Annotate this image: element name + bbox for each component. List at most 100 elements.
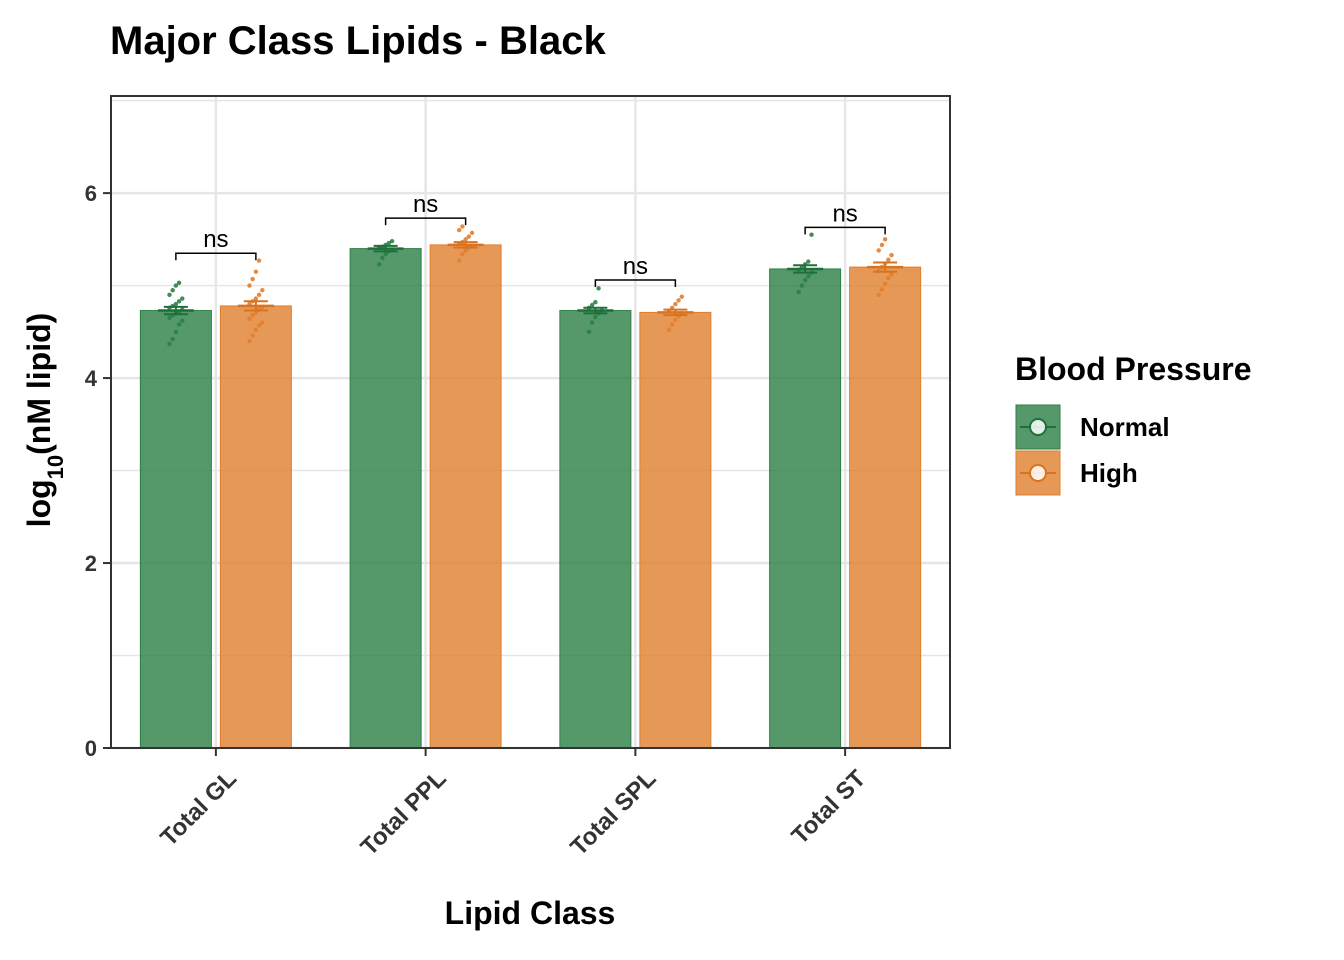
legend-label-high: High bbox=[1080, 458, 1138, 488]
data-point bbox=[666, 327, 672, 333]
data-point bbox=[463, 248, 468, 253]
data-point bbox=[589, 320, 595, 325]
data-point bbox=[260, 320, 265, 325]
data-point bbox=[256, 292, 262, 298]
data-point bbox=[460, 251, 465, 257]
data-point bbox=[586, 329, 592, 335]
data-point bbox=[247, 338, 252, 344]
data-point bbox=[876, 292, 881, 298]
y-tick-label: 4 bbox=[85, 366, 98, 391]
data-point bbox=[596, 286, 601, 291]
data-point bbox=[173, 301, 179, 307]
significance-bracket bbox=[594, 279, 677, 288]
y-tick-label: 0 bbox=[85, 736, 97, 761]
chart-title: Major Class Lipids - Black bbox=[110, 19, 606, 63]
data-point bbox=[679, 294, 684, 299]
data-point bbox=[460, 224, 465, 229]
data-point bbox=[253, 296, 259, 301]
legend-key-normal bbox=[1015, 404, 1061, 450]
data-point bbox=[676, 298, 681, 303]
legend-point-icon bbox=[1029, 464, 1047, 482]
data-point bbox=[250, 312, 255, 318]
data-point bbox=[886, 275, 891, 281]
data-point bbox=[889, 272, 894, 277]
error-bars bbox=[157, 241, 904, 317]
data-point bbox=[802, 277, 808, 283]
data-point bbox=[593, 314, 598, 320]
data-point bbox=[669, 322, 675, 327]
data-point bbox=[247, 283, 252, 288]
bar-normal-1 bbox=[349, 248, 422, 749]
legend-point-icon bbox=[1029, 418, 1047, 436]
data-point bbox=[886, 257, 891, 262]
data-point bbox=[806, 259, 811, 264]
data-point bbox=[173, 283, 179, 288]
bar-normal-3 bbox=[769, 268, 842, 749]
data-point bbox=[173, 329, 179, 335]
x-tick-label: Total GL bbox=[155, 765, 242, 852]
data-point bbox=[250, 276, 255, 282]
data-point bbox=[250, 333, 255, 338]
data-point bbox=[377, 262, 382, 267]
data-point bbox=[879, 242, 885, 248]
data-point bbox=[876, 248, 881, 253]
y-tick-label: 6 bbox=[85, 181, 97, 206]
data-point bbox=[253, 269, 259, 274]
data-point bbox=[167, 292, 172, 298]
data-point bbox=[809, 232, 814, 237]
data-point bbox=[806, 274, 811, 279]
data-point bbox=[170, 288, 175, 293]
significance-label: ns bbox=[413, 191, 438, 218]
bar-high-3 bbox=[849, 266, 922, 749]
data-point bbox=[167, 315, 172, 321]
data-point bbox=[673, 301, 678, 307]
data-point bbox=[180, 296, 185, 301]
legend-key-high bbox=[1015, 450, 1061, 496]
data-point bbox=[180, 318, 185, 323]
data-point bbox=[383, 251, 388, 257]
bar-high-1 bbox=[429, 244, 502, 749]
data-point bbox=[593, 300, 598, 305]
significance-brackets: ns ns ns ns bbox=[175, 191, 886, 288]
bar-normal-0 bbox=[139, 310, 212, 749]
data-point bbox=[176, 299, 182, 304]
data-point bbox=[889, 252, 894, 258]
bar-normal-2 bbox=[559, 310, 632, 749]
x-axis: Total GL Total PPL Total SPL Total ST bbox=[155, 748, 871, 861]
significance-label: ns bbox=[203, 226, 228, 253]
data-point bbox=[882, 281, 888, 286]
data-point bbox=[463, 237, 468, 242]
y-axis: 0 2 4 6 bbox=[85, 181, 111, 761]
data-point bbox=[879, 287, 885, 292]
data-point bbox=[176, 280, 182, 286]
data-point bbox=[386, 240, 392, 246]
legend-label-normal: Normal bbox=[1080, 412, 1170, 442]
data-point bbox=[256, 258, 262, 263]
data-point bbox=[256, 323, 262, 328]
data-point bbox=[673, 317, 678, 323]
panel-border bbox=[110, 95, 951, 749]
data-point bbox=[466, 234, 472, 239]
data-point bbox=[457, 227, 462, 233]
data-point bbox=[799, 283, 805, 288]
legend: Blood Pressure Normal High bbox=[1015, 351, 1252, 496]
y-axis-title: log10(nM lipid) bbox=[21, 313, 68, 528]
significance-bracket bbox=[175, 252, 257, 261]
bars bbox=[139, 244, 922, 749]
x-tick-label: Total SPL bbox=[565, 765, 661, 861]
bar-high-0 bbox=[219, 305, 292, 749]
significance-label: ns bbox=[832, 200, 857, 227]
data-point bbox=[260, 288, 265, 293]
x-tick-label: Total ST bbox=[786, 765, 871, 850]
significance-label: ns bbox=[623, 253, 648, 280]
data-point bbox=[170, 337, 175, 342]
legend-title: Blood Pressure bbox=[1015, 351, 1252, 387]
data-point bbox=[167, 341, 172, 347]
data-point bbox=[469, 230, 475, 236]
bar-high-2 bbox=[639, 311, 712, 749]
significance-bracket bbox=[804, 226, 886, 235]
data-point bbox=[457, 258, 462, 263]
data-point bbox=[380, 255, 385, 261]
